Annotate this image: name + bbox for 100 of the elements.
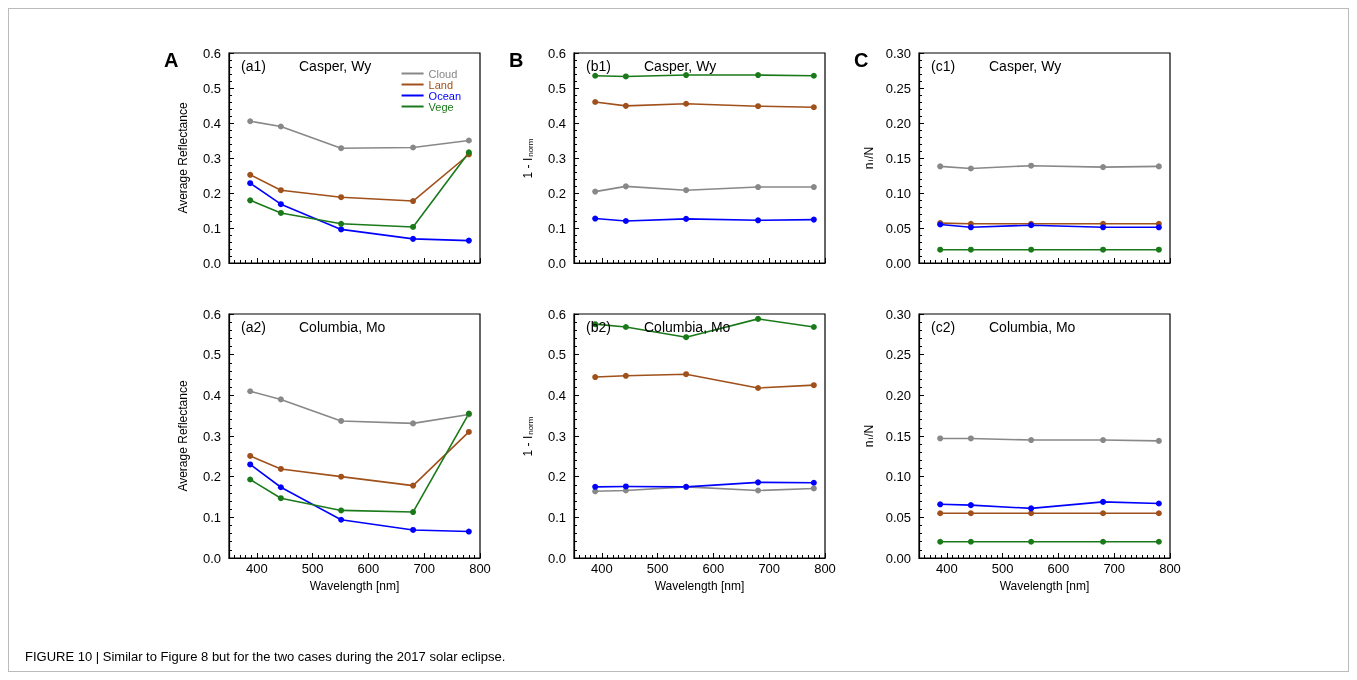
point <box>1155 538 1162 545</box>
point <box>592 188 599 195</box>
legend-label: Land <box>428 78 454 91</box>
point <box>410 235 417 242</box>
y-tick-label: 0.6 <box>202 45 221 61</box>
y-tick-label: 0.5 <box>547 347 566 363</box>
point <box>755 479 762 486</box>
legend-label: Ocean <box>428 89 462 102</box>
point <box>1155 224 1162 231</box>
y-tick-label: 0.1 <box>547 220 566 236</box>
x-axis-title: Wavelength [nm] <box>999 578 1090 593</box>
point <box>1028 505 1035 512</box>
y-tick-label: 0.0 <box>202 550 221 566</box>
y-tick-label: 0.3 <box>547 150 566 166</box>
point <box>410 198 417 205</box>
y-tick-label: 0.05 <box>885 509 911 525</box>
point <box>622 218 629 224</box>
point <box>622 372 629 379</box>
point <box>683 215 690 222</box>
y-tick-label: 0.25 <box>885 347 911 363</box>
point <box>465 237 472 244</box>
y-tick-label: 0.5 <box>202 80 221 96</box>
y-tick-label: 0.6 <box>547 45 566 61</box>
y-tick-label: 0.10 <box>885 469 911 485</box>
x-tick-label: 400 <box>246 561 268 576</box>
y-tick-label: 0.2 <box>547 185 566 201</box>
x-tick-label: 800 <box>814 561 836 576</box>
x-axis-title: Wavelength [nm] <box>654 578 745 593</box>
annotation: Casper, Wy <box>644 58 717 74</box>
y-tick-label: 0.00 <box>885 255 911 271</box>
point <box>410 420 417 427</box>
x-tick-label: 700 <box>413 561 436 576</box>
x-tick-label: 500 <box>646 561 669 576</box>
point <box>967 224 974 231</box>
chart-title: A <box>164 49 179 71</box>
point <box>810 72 817 79</box>
point <box>247 197 254 204</box>
point <box>967 165 974 172</box>
point <box>810 104 817 111</box>
point <box>937 538 944 545</box>
point <box>1155 510 1162 517</box>
point <box>810 382 817 389</box>
point <box>1100 224 1107 231</box>
annotation: (a1) <box>241 58 266 74</box>
point <box>1028 510 1035 517</box>
point <box>755 315 762 322</box>
y-tick-label: 0.30 <box>885 306 911 322</box>
y-tick-label: 0.25 <box>885 80 911 96</box>
y-tick-label: 0.5 <box>547 80 566 96</box>
y-tick-label: 0.0 <box>547 550 566 566</box>
point <box>1100 510 1107 517</box>
y-tick-label: 0.2 <box>547 469 566 485</box>
y-tick-label: 0.6 <box>202 306 221 322</box>
point <box>338 226 345 233</box>
y-axis-title: ni/N <box>861 424 876 448</box>
point <box>810 324 817 331</box>
point <box>755 487 762 494</box>
annotation: (a2) <box>241 319 266 335</box>
point <box>592 215 599 222</box>
caption: FIGURE 10 | Similar to Figure 8 but for the two cases during the 2017 solar eclipse. <box>25 649 506 664</box>
point <box>592 483 599 490</box>
point <box>622 324 629 331</box>
point <box>755 184 762 191</box>
y-tick-label: 0.0 <box>202 255 221 271</box>
y-tick-label: 0.2 <box>202 185 221 201</box>
point <box>338 220 345 227</box>
point <box>755 217 762 224</box>
y-tick-label: 0.1 <box>202 509 221 525</box>
y-tick-label: 0.15 <box>885 150 911 166</box>
point <box>967 435 974 442</box>
point <box>1155 437 1162 444</box>
point <box>338 507 345 514</box>
legend-label: Cloud <box>428 67 458 80</box>
y-tick-label: 0.3 <box>202 150 221 166</box>
y-tick-label: 0.10 <box>885 185 911 201</box>
y-tick-label: 0.15 <box>885 428 911 444</box>
annotation: (c1) <box>931 58 956 74</box>
point <box>247 388 254 395</box>
point <box>755 385 762 392</box>
point <box>1100 538 1107 545</box>
x-tick-label: 400 <box>591 561 613 576</box>
point <box>622 483 629 490</box>
point <box>465 528 472 535</box>
point <box>1028 437 1035 444</box>
point <box>937 435 944 442</box>
x-tick-label: 600 <box>357 561 380 576</box>
chart-title: C <box>854 49 869 71</box>
point <box>338 417 345 424</box>
x-tick-label: 500 <box>991 561 1014 576</box>
point <box>1028 246 1035 253</box>
annotation: (b1) <box>586 58 611 74</box>
annotation: Columbia, Mo <box>299 319 386 335</box>
point <box>967 246 974 253</box>
point <box>277 396 284 403</box>
y-tick-label: 0.1 <box>202 220 221 236</box>
legend-label: Vege <box>428 100 454 113</box>
point <box>683 187 690 194</box>
point <box>410 526 417 533</box>
y-tick-label: 0.20 <box>885 115 911 131</box>
point <box>967 538 974 545</box>
